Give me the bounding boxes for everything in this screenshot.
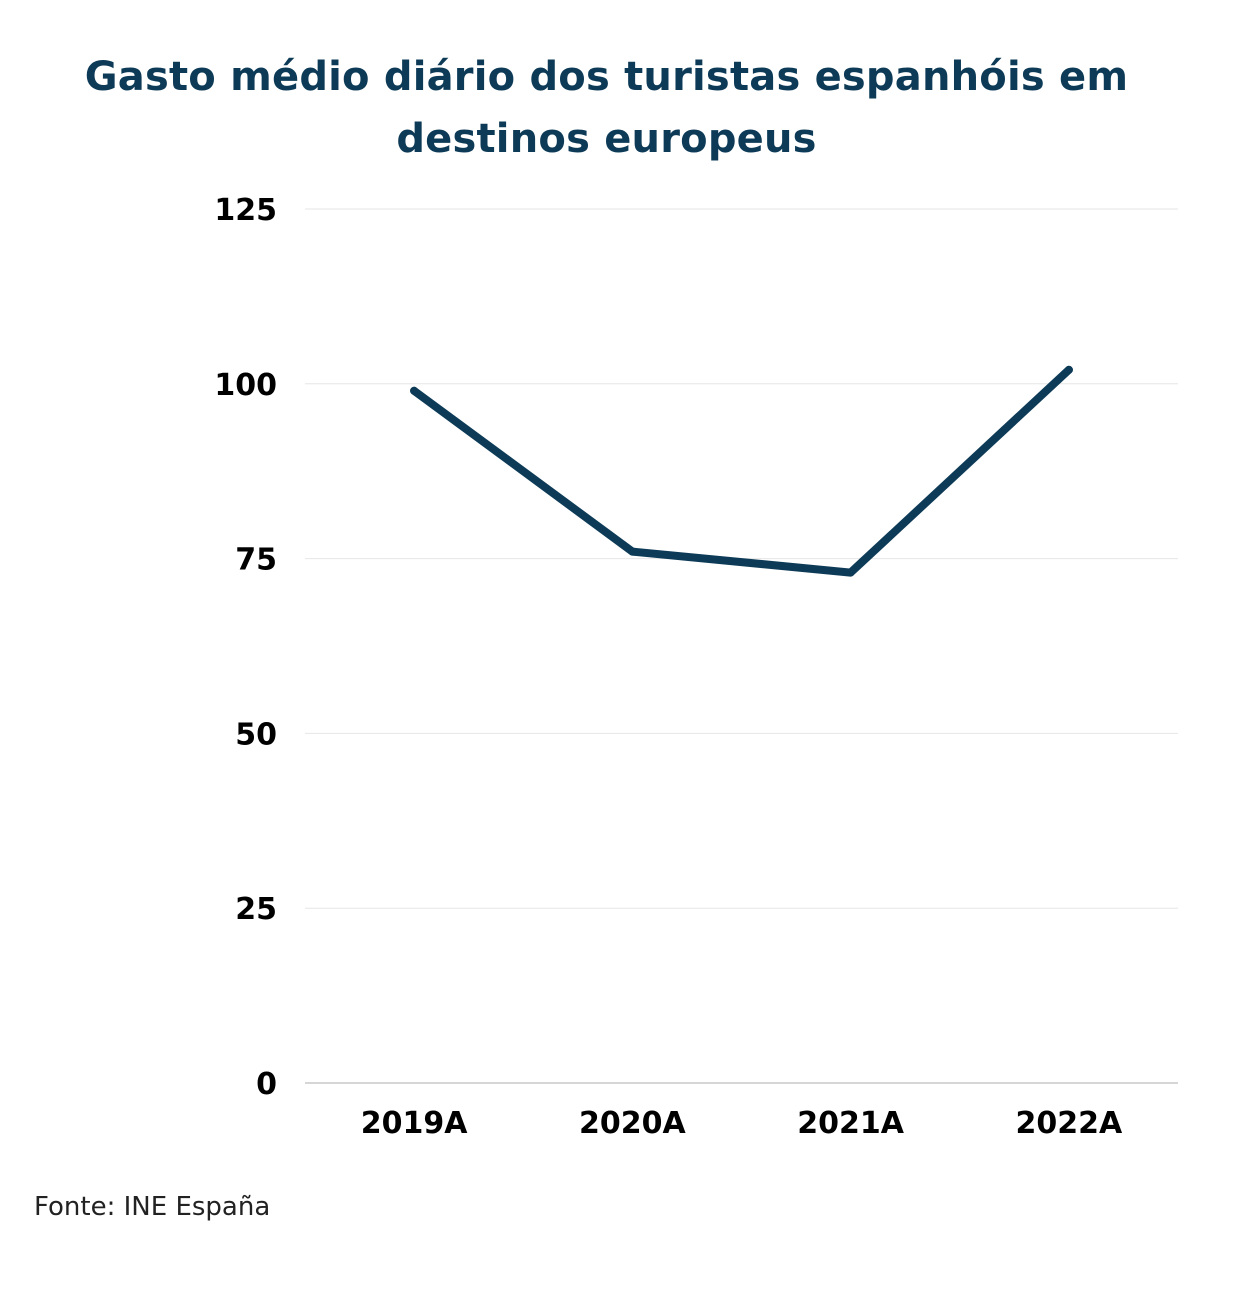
y-tick-label: 75 [235,543,277,578]
x-tick-label: 2020A [579,1106,686,1141]
x-tick-label: 2022A [1016,1106,1123,1141]
x-axis-tick-labels: 2019A 2020A 2021A 2022A [361,1106,1123,1141]
gridlines [305,208,1178,1084]
data-point [410,386,419,395]
y-axis-tick-labels: 0 25 50 75 100 125 [214,193,277,1102]
y-tick-label: 25 [235,892,277,927]
chart-title: Gasto médio diário dos turistas espanhói… [84,54,1129,162]
data-point [628,547,637,556]
series-line [410,365,1073,577]
y-tick-label: 125 [214,193,277,228]
series-layer [410,365,1073,577]
y-tick-label: 0 [256,1067,277,1102]
x-tick-label: 2021A [797,1106,904,1141]
source-note: Fonte: INE España [34,1192,271,1222]
data-point [1064,365,1073,374]
data-point [846,568,855,577]
y-tick-label: 50 [235,717,277,752]
y-tick-label: 100 [214,368,277,403]
x-tick-label: 2019A [361,1106,468,1141]
